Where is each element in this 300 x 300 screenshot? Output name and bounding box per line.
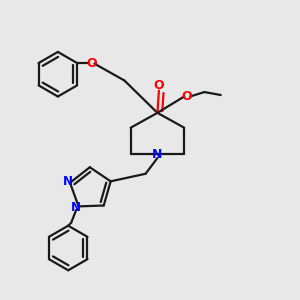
Text: O: O (154, 79, 164, 92)
Text: N: N (63, 175, 73, 188)
Text: O: O (86, 57, 97, 70)
Text: N: N (71, 201, 81, 214)
Text: O: O (182, 90, 193, 103)
Text: N: N (152, 148, 163, 161)
